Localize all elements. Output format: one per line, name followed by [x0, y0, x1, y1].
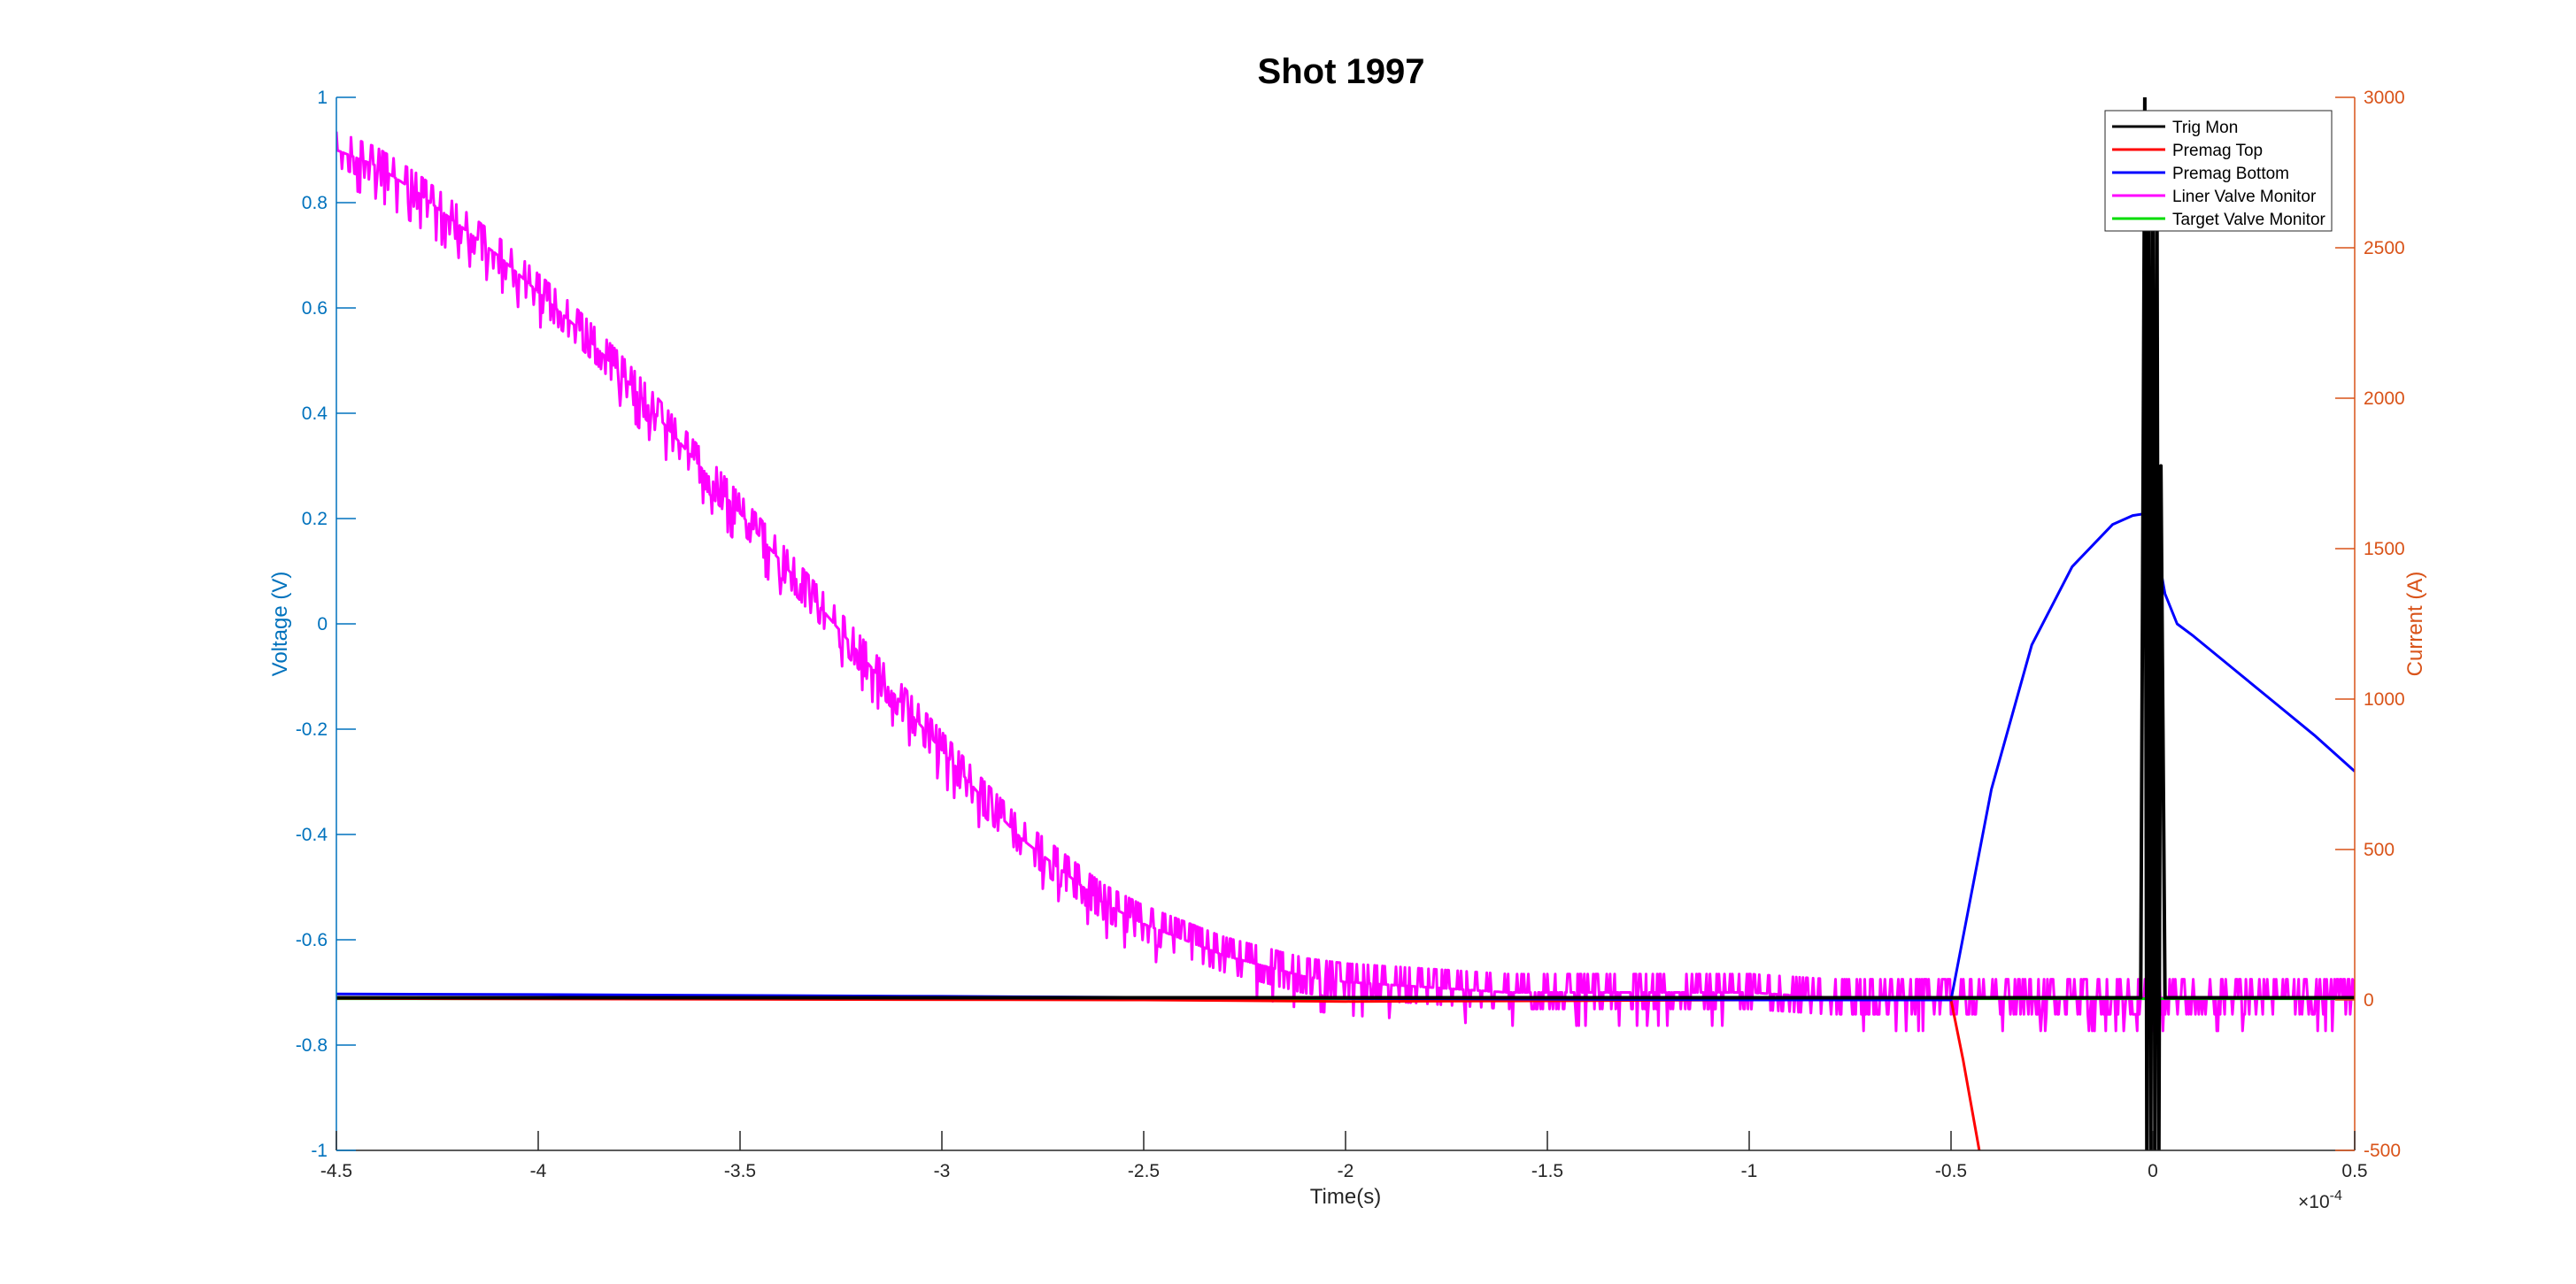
right-axis-label: Current (A)	[2403, 572, 2427, 677]
legend: Trig Mon Premag Top Premag Bottom Liner Val…	[2104, 110, 2333, 232]
series-line-liner-valve-monitor	[336, 131, 2355, 1033]
legend-label: Target Valve Monitor	[2172, 211, 2326, 229]
left-tick-label: 0.8	[302, 193, 328, 213]
x-tick-label: -3	[934, 1161, 951, 1181]
left-tick-label: -0.2	[296, 719, 328, 740]
x-axis-multiplier-exponent: -4	[2330, 1188, 2342, 1203]
left-tick-label: 0.2	[302, 509, 328, 529]
left-tick-label: 0.4	[302, 404, 328, 424]
legend-label: Liner Valve Monitor	[2172, 188, 2317, 206]
series-line-premag-top	[336, 996, 1981, 1150]
left-axis-label: Voltage (V)	[268, 572, 292, 677]
left-tick-label: 0.6	[302, 298, 328, 319]
legend-label: Premag Bottom	[2172, 165, 2289, 183]
left-tick-label: 0	[317, 614, 328, 634]
right-tick-label: -500	[2364, 1141, 2401, 1161]
x-axis-multiplier: ×10-4	[2298, 1188, 2342, 1212]
right-axis-ticks: 3000 2500 2000 1500 1000 500 0 -500	[2335, 88, 2405, 1161]
right-tick-label: 1500	[2364, 539, 2405, 559]
x-axis-ticks: -4.5 -4 -3.5 -3 -2.5 -2 -1.5 -1 -0.5 0 0.5	[320, 1131, 2368, 1181]
left-tick-label: -1	[311, 1141, 328, 1161]
right-tick-label: 1000	[2364, 689, 2405, 710]
x-tick-label: -1	[1741, 1161, 1758, 1181]
x-tick-label: -4	[530, 1161, 547, 1181]
chart-title: Shot 1997	[1258, 52, 1425, 91]
x-axis-label: Time(s)	[1310, 1185, 1381, 1209]
left-axis-ticks: 1 0.8 0.6 0.4 0.2 0 -0.2 -0.4 -0.6 -0.8 -1	[296, 88, 356, 1161]
series-layer	[336, 97, 2355, 1150]
x-tick-label: -1.5	[1531, 1161, 1563, 1181]
legend-label: Premag Top	[2172, 142, 2263, 160]
left-tick-label: 1	[317, 88, 328, 108]
right-tick-label: 2500	[2364, 238, 2405, 258]
x-tick-label: -2	[1338, 1161, 1354, 1181]
x-tick-label: -3.5	[724, 1161, 756, 1181]
x-tick-label: 0	[2148, 1161, 2158, 1181]
series-line-trig-mon	[336, 97, 2355, 1150]
right-tick-label: 500	[2364, 840, 2395, 860]
legend-box	[2104, 110, 2333, 232]
x-tick-label: -0.5	[1935, 1161, 1967, 1181]
series-line-premag-bottom	[336, 511, 2355, 1002]
x-tick-label: -2.5	[1128, 1161, 1160, 1181]
x-tick-label: 0.5	[2341, 1161, 2367, 1181]
x-axis-multiplier-base: ×10	[2298, 1192, 2330, 1212]
right-tick-label: 3000	[2364, 88, 2405, 108]
legend-label: Trig Mon	[2172, 119, 2238, 137]
left-tick-label: -0.8	[296, 1035, 328, 1056]
x-tick-label: -4.5	[320, 1161, 352, 1181]
right-tick-label: 2000	[2364, 388, 2405, 409]
right-tick-label: 0	[2364, 990, 2374, 1011]
left-tick-label: -0.4	[296, 825, 328, 845]
left-tick-label: -0.6	[296, 930, 328, 950]
